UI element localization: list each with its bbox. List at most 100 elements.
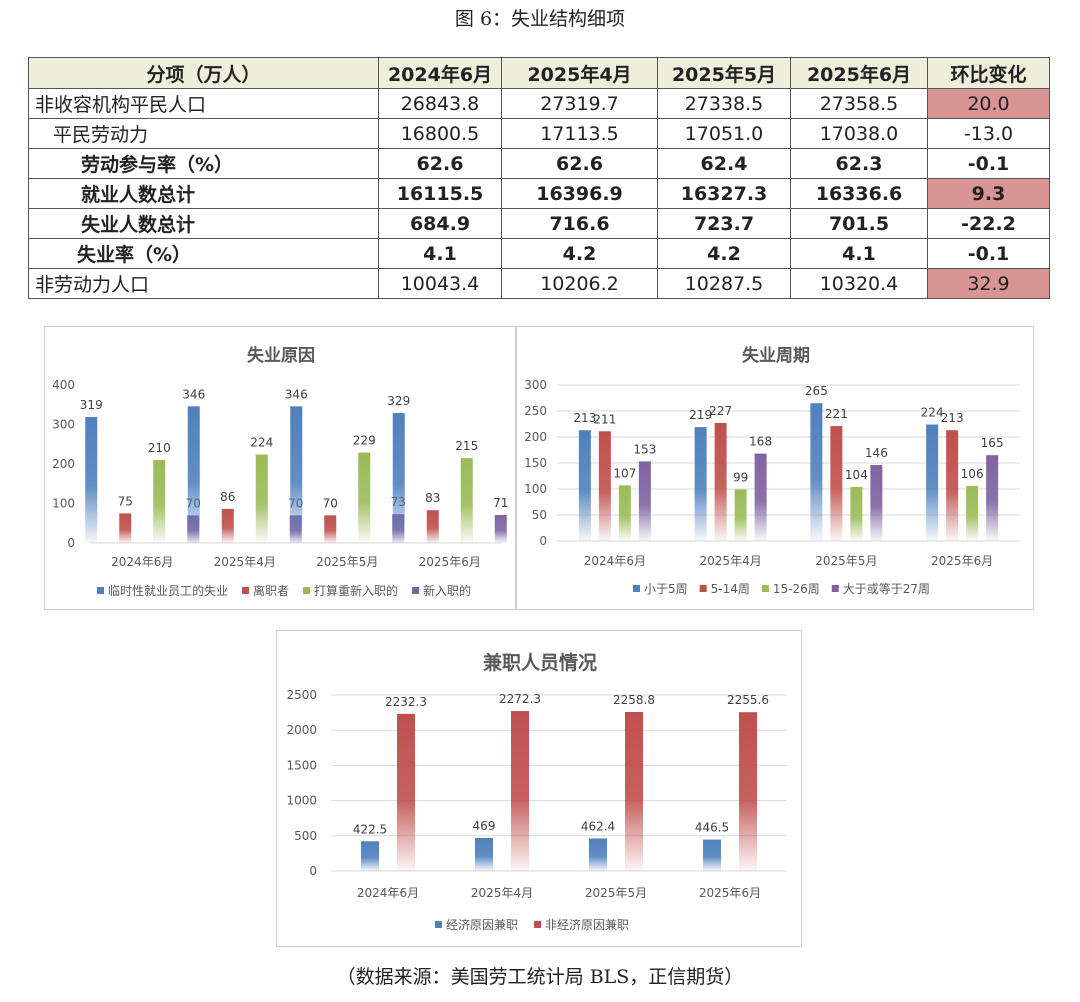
- chart-panel-unemployment-reasons: 失业原因 0 100 200 300 400 319 75 210 70 2024年6月 346 86 2…: [44, 326, 516, 610]
- row-value: 17113.5: [501, 118, 658, 149]
- row-value: 16800.5: [378, 118, 502, 149]
- data-label: 2232.3: [385, 695, 427, 709]
- bar: [810, 403, 823, 541]
- header-2025-06: 2025年6月: [790, 57, 928, 89]
- y-tick-label: 300: [524, 378, 547, 392]
- bar: [870, 465, 883, 541]
- row-label: 失业人数总计: [28, 208, 379, 239]
- row-value: 716.6: [501, 208, 658, 239]
- legend-swatch: [412, 587, 420, 594]
- data-label: 165: [981, 436, 1004, 450]
- table-row: 失业率（%） 4.1 4.2 4.2 4.1 -0.1: [28, 238, 1050, 269]
- figure-title: 图 6：失业结构细项: [454, 8, 626, 30]
- row-label: 失业率（%）: [28, 238, 379, 269]
- y-tick-label: 50: [532, 508, 547, 522]
- x-tick-label: 2024年6月: [584, 554, 646, 568]
- data-label: 219: [689, 408, 712, 422]
- legend-swatch: [699, 585, 707, 592]
- bar: [397, 713, 415, 871]
- row-label: 非收容机构平民人口: [28, 88, 379, 119]
- row-value: 16336.6: [790, 178, 928, 209]
- x-tick-label: 2025年4月: [700, 554, 762, 568]
- y-tick-label: 2000: [286, 723, 317, 737]
- bar: [119, 513, 132, 543]
- legend-label: 经济原因兼职: [446, 917, 518, 932]
- data-label: 153: [633, 442, 656, 456]
- row-value: 62.3: [790, 148, 928, 179]
- data-label: 86: [220, 490, 235, 504]
- y-tick-label: 200: [524, 430, 547, 444]
- row-change: -0.1: [927, 238, 1050, 269]
- chart-part-time-workers: 兼职人员情况 0 500 1000 1500 2000 2500 422.5 2232.3 202…: [286, 651, 787, 932]
- data-label: 75: [118, 494, 133, 508]
- bar: [694, 427, 707, 541]
- header-mom-change: 环比变化: [927, 57, 1050, 89]
- header-2024-06: 2024年6月: [378, 57, 502, 89]
- data-label: 221: [825, 407, 848, 421]
- x-tick-label: 2025年5月: [815, 554, 877, 568]
- y-tick-label: 150: [524, 456, 547, 470]
- row-value: 723.7: [657, 208, 791, 239]
- x-tick-label: 2025年5月: [316, 555, 378, 569]
- data-label: 446.5: [695, 821, 729, 835]
- data-label: 224: [921, 406, 944, 420]
- bar: [926, 424, 939, 541]
- y-tick-label: 250: [524, 404, 547, 418]
- legend-label: 打算重新入职的: [314, 583, 398, 598]
- bar: [426, 510, 439, 543]
- row-change: 9.3: [927, 178, 1050, 209]
- y-tick-label: 100: [52, 497, 75, 511]
- data-label: 469: [473, 819, 496, 833]
- bar: [511, 711, 529, 871]
- data-label: 210: [148, 441, 171, 455]
- chart-unemployment-duration: 失业周期0501001502002503002132111071532024年6…: [524, 345, 1020, 596]
- row-value: 17051.0: [657, 118, 791, 149]
- row-value: 10287.5: [657, 268, 791, 299]
- chart-panel-part-time: 兼职人员情况 0 500 1000 1500 2000 2500 422.5 2232.3 202…: [276, 630, 802, 947]
- bar: [460, 458, 473, 543]
- legend-swatch: [242, 587, 250, 594]
- row-value: 62.6: [501, 148, 658, 179]
- chart-title: 失业原因: [247, 345, 315, 366]
- bar: [475, 837, 493, 871]
- legend-label: 离职者: [253, 583, 289, 598]
- data-label: 71: [493, 496, 508, 510]
- legend-swatch: [435, 921, 442, 928]
- bar: [850, 486, 863, 541]
- bar: [153, 460, 166, 543]
- row-value: 16327.3: [657, 178, 791, 209]
- legend-label: 小于5周: [644, 582, 688, 596]
- row-label: 平民劳动力: [28, 118, 379, 149]
- row-value: 16115.5: [378, 178, 502, 209]
- data-label: 346: [182, 387, 205, 401]
- bar: [734, 489, 747, 541]
- chart-panel-unemployment-duration: 失业周期 0 50 100 150 200 250 300 213 211 107 153 2024年6…: [516, 326, 1034, 610]
- table-row: 平民劳动力 16800.5 17113.5 17051.0 17038.0 -13.0: [28, 118, 1050, 149]
- data-label: 329: [387, 394, 410, 408]
- row-value: 701.5: [790, 208, 928, 239]
- row-change: 20.0: [927, 88, 1050, 119]
- bar: [714, 422, 727, 541]
- table-row: 劳动参与率（%） 62.6 62.6 62.4 62.3 -0.1: [28, 148, 1050, 179]
- data-label: 227: [709, 404, 732, 418]
- legend-label: 临时性就业员工的失业: [108, 583, 228, 598]
- data-label: 346: [285, 387, 308, 401]
- data-label: 107: [613, 466, 636, 480]
- x-tick-label: 2024年6月: [111, 555, 173, 569]
- row-change: -22.2: [927, 208, 1050, 239]
- y-tick-label: 1500: [286, 758, 317, 772]
- legend-label: 15-26周: [773, 582, 820, 596]
- data-label: 146: [865, 446, 888, 460]
- data-label: 422.5: [353, 822, 387, 836]
- legend-swatch: [761, 585, 769, 592]
- y-tick-label: 200: [52, 457, 75, 471]
- row-value: 27319.7: [501, 88, 658, 119]
- bar: [830, 426, 843, 541]
- chart-title: 失业周期: [742, 345, 810, 366]
- table-row: 失业人数总计 684.9 716.6 723.7 701.5 -22.2: [28, 208, 1050, 239]
- header-item: 分项（万人）: [28, 57, 379, 89]
- bar: [986, 455, 999, 541]
- legend-label: 大于或等于27周: [843, 582, 930, 596]
- row-change: -0.1: [927, 148, 1050, 179]
- x-tick-label: 2025年6月: [931, 554, 993, 568]
